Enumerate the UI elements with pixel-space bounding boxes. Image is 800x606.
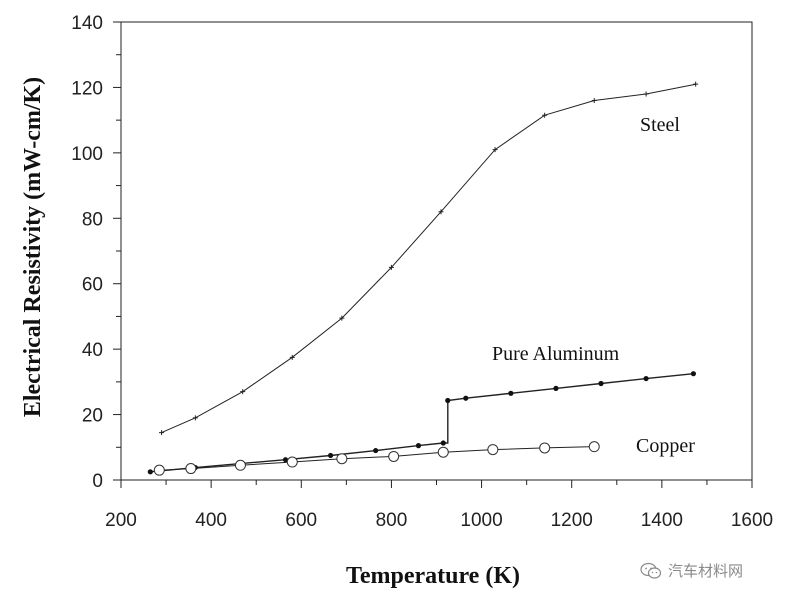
y-axis-label: Electrical Resistivity (mW-cm/K) (20, 77, 46, 417)
data-point-pure-aluminum (463, 395, 469, 401)
x-tick-label: 1000 (460, 510, 502, 531)
data-point-pure-aluminum (373, 447, 379, 454)
x-tick-label: 1600 (731, 510, 773, 531)
data-point-steel (542, 112, 548, 118)
y-tick-label: 40 (82, 340, 103, 361)
ticks-layer: 200 400 600 800 1000 1200 1400 1600 0 20 40 60 80 100… (71, 13, 773, 531)
data-point-copper (487, 444, 499, 456)
data-point-steel (339, 315, 345, 321)
plot-frame (120, 21, 753, 481)
data-point-steel (438, 209, 444, 215)
data-point-pure-aluminum (327, 452, 334, 459)
data-point-pure-aluminum (598, 380, 604, 387)
x-tick-label: 400 (195, 510, 227, 531)
series-line-pure-aluminum (150, 373, 694, 473)
data-point-steel (591, 98, 597, 104)
data-point-copper (153, 464, 165, 476)
series-line-copper (159, 446, 595, 471)
y-tick-label: 120 (71, 78, 103, 99)
x-axis-label: Temperature (K) (346, 563, 520, 589)
data-point-copper (588, 441, 600, 453)
y-tick-label: 80 (82, 209, 103, 230)
data-point-steel (192, 415, 198, 421)
data-point-copper (388, 450, 400, 462)
x-tick-label: 200 (105, 510, 137, 531)
data-point-copper (437, 446, 449, 458)
series-label-pure-aluminum: Pure Aluminum (492, 343, 620, 365)
wechat-logo-icon (640, 562, 662, 579)
data-point-steel (289, 354, 295, 360)
data-point-steel (643, 91, 649, 97)
y-tick-label: 100 (71, 144, 103, 165)
data-point-pure-aluminum (553, 385, 559, 391)
watermark: 汽车材料网 (640, 560, 743, 581)
y-tick-label: 0 (92, 471, 103, 492)
data-point-pure-aluminum (440, 440, 446, 446)
series-label-copper: Copper (636, 435, 695, 457)
x-tick-label: 800 (376, 510, 408, 531)
series-label-steel: Steel (640, 114, 680, 136)
y-tick-label: 60 (82, 275, 103, 296)
watermark-text: 汽车材料网 (668, 562, 744, 580)
data-point-pure-aluminum (282, 457, 289, 463)
x-tick-label: 600 (285, 510, 317, 531)
data-point-copper (336, 453, 348, 465)
data-point-steel (240, 389, 246, 395)
series-copper (153, 441, 600, 476)
x-tick-label: 1400 (641, 510, 683, 531)
data-point-pure-aluminum (643, 375, 649, 382)
data-point-copper (185, 463, 197, 475)
data-point-pure-aluminum (415, 443, 422, 449)
data-point-steel (693, 81, 699, 87)
series-pure-aluminum (147, 371, 697, 475)
data-point-copper (539, 442, 551, 454)
data-point-copper (234, 459, 246, 471)
data-point-copper (286, 456, 298, 468)
y-tick-label: 20 (82, 406, 103, 427)
data-point-pure-aluminum (508, 390, 514, 396)
data-point-pure-aluminum (690, 371, 697, 377)
data-point-pure-aluminum (445, 397, 451, 404)
data-point-steel (159, 430, 165, 436)
series-line-steel (161, 83, 696, 434)
y-tick-label: 140 (71, 13, 103, 34)
x-tick-label: 1200 (551, 510, 593, 531)
series-layer (147, 81, 699, 476)
series-steel (159, 81, 699, 436)
data-point-steel (492, 147, 498, 153)
data-point-pure-aluminum (147, 469, 153, 475)
data-point-steel (388, 264, 394, 270)
